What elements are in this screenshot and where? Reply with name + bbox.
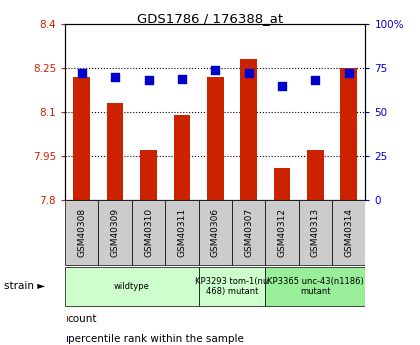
Bar [67, 336, 68, 342]
Point [112, 74, 118, 80]
Point [245, 71, 252, 76]
Bar [132, 200, 165, 265]
Bar [173, 115, 190, 200]
Text: GSM40309: GSM40309 [110, 208, 120, 257]
Bar [199, 200, 232, 265]
Text: GDS1786 / 176388_at: GDS1786 / 176388_at [137, 12, 283, 25]
Bar [199, 267, 265, 306]
Text: wildtype: wildtype [114, 282, 150, 291]
Text: GSM40307: GSM40307 [244, 208, 253, 257]
Bar [332, 200, 365, 265]
Point [278, 83, 285, 89]
Bar [67, 316, 68, 322]
Bar [74, 77, 90, 200]
Bar [107, 103, 123, 200]
Text: GSM40308: GSM40308 [77, 208, 86, 257]
Bar [140, 150, 157, 200]
Bar [65, 200, 98, 265]
Bar [299, 200, 332, 265]
Bar [307, 150, 324, 200]
Text: GSM40313: GSM40313 [311, 208, 320, 257]
Text: KP3365 unc-43(n1186)
mutant: KP3365 unc-43(n1186) mutant [267, 277, 364, 296]
Text: GSM40311: GSM40311 [177, 208, 186, 257]
Text: GSM40314: GSM40314 [344, 208, 353, 257]
Text: KP3293 tom-1(nu
468) mutant: KP3293 tom-1(nu 468) mutant [195, 277, 268, 296]
Point [312, 78, 319, 83]
Text: count: count [68, 314, 97, 324]
Point [212, 67, 218, 73]
Bar [265, 200, 299, 265]
Point [79, 71, 85, 76]
Bar [207, 77, 223, 200]
Bar [340, 68, 357, 200]
Bar [65, 267, 199, 306]
Point [145, 78, 152, 83]
Bar [232, 200, 265, 265]
Text: GSM40312: GSM40312 [278, 208, 286, 257]
Text: strain ►: strain ► [4, 281, 45, 291]
Point [178, 76, 185, 81]
Bar [265, 267, 365, 306]
Text: percentile rank within the sample: percentile rank within the sample [68, 334, 244, 344]
Bar [98, 200, 132, 265]
Bar [274, 168, 290, 200]
Text: GSM40310: GSM40310 [144, 208, 153, 257]
Text: GSM40306: GSM40306 [211, 208, 220, 257]
Bar [240, 59, 257, 200]
Point [345, 71, 352, 76]
Bar [165, 200, 199, 265]
